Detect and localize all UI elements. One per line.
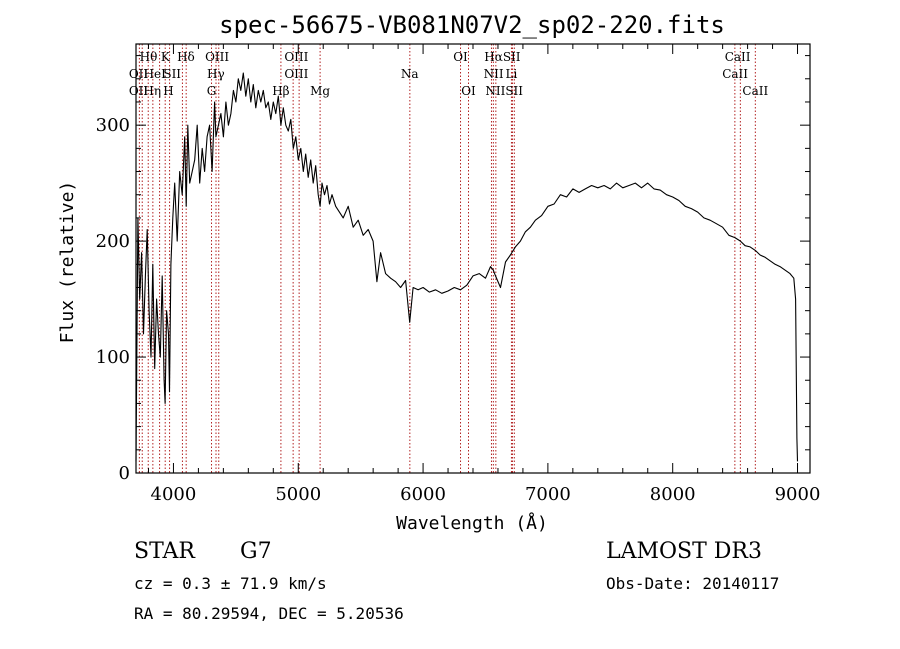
object-subclass: G7 [240, 539, 272, 564]
marker-label-sii: SII [503, 50, 521, 64]
plot-frame [135, 43, 811, 474]
marker-label-niisii: NIISII [485, 84, 523, 98]
marker-label-oi: OI [461, 84, 476, 98]
marker-label-hei: HeI [144, 67, 167, 81]
object-class: STAR [134, 539, 196, 564]
x-axis-label: Wavelength (Å) [396, 512, 548, 534]
spectrum-series [135, 72, 799, 462]
marker-label-caii: CaII [742, 84, 768, 98]
marker-label-hβ: Hβ [272, 84, 289, 98]
y-tick-label: 100 [96, 347, 130, 368]
marker-label-oii: OII [129, 84, 149, 98]
y-tick-label: 0 [119, 463, 130, 484]
survey-name: LAMOST DR3 [606, 539, 762, 564]
marker-label-g: G [207, 84, 217, 98]
marker-label-h: H [163, 84, 173, 98]
marker-label-k: K [161, 50, 171, 64]
marker-label-na: Na [401, 67, 419, 81]
marker-label-oi: OI [453, 50, 468, 64]
marker-label-oii: OII [129, 67, 149, 81]
marker-label-oiii: OIII [284, 67, 308, 81]
x-tick-label: 7000 [525, 484, 571, 505]
x-tick-label: 5000 [275, 484, 321, 505]
y-tick-label: 200 [96, 231, 130, 252]
y-tick-label: 300 [96, 115, 130, 136]
observation-date: Obs-Date: 20140117 [606, 574, 779, 593]
x-tick-label: 8000 [650, 484, 696, 505]
marker-label-hη: Hη [143, 84, 161, 98]
marker-label-nii: NII [484, 67, 504, 81]
line-markers [138, 44, 756, 473]
marker-label-caii: CaII [722, 67, 748, 81]
marker-label-caii: CaII [725, 50, 751, 64]
marker-label-li: Li [506, 67, 518, 81]
chart-title: spec-56675-VB081N07V2_sp02-220.fits [219, 11, 725, 39]
marker-label-hγ: Hγ [207, 67, 225, 81]
marker-label-hδ: Hδ [177, 50, 195, 64]
y-axis-ticks: 0 100 200 300 [96, 55, 810, 484]
redshift-velocity: cz = 0.3 ± 71.9 km/s [134, 574, 327, 593]
spectrum-line [135, 72, 799, 462]
marker-label-hθ: Hθ [140, 50, 158, 64]
marker-label-mg: Mg [310, 84, 330, 98]
coordinates: RA = 80.29594, DEC = 5.20536 [134, 604, 404, 623]
x-axis-ticks: 4000 5000 6000 7000 8000 9000 [147, 44, 821, 505]
x-tick-label: 9000 [775, 484, 821, 505]
marker-label-sii: SII [163, 67, 181, 81]
marker-label-hα: Hα [484, 50, 503, 64]
x-tick-label: 4000 [151, 484, 197, 505]
x-tick-label: 6000 [400, 484, 446, 505]
marker-label-oiii: OIII [284, 50, 308, 64]
y-axis-label: Flux (relative) [57, 181, 78, 344]
marker-label-oiii: OIII [205, 50, 229, 64]
